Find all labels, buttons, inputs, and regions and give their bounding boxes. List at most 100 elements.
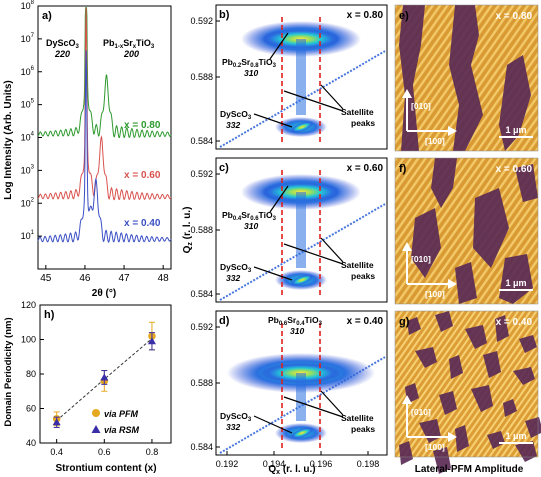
pfm-domain [449, 5, 483, 151]
rsm-satellite-label-2: peaks [351, 271, 375, 281]
rsm-satellite-label: Satellite [341, 413, 374, 423]
rsm-satellite-label-2: peaks [351, 424, 375, 434]
pfm-axis-arrowhead [448, 432, 457, 442]
pfm-frame [394, 4, 539, 152]
per-y-tick-label: 60 [26, 404, 36, 414]
rsm-satellite-label: Satellite [341, 260, 374, 270]
pfm-images: x = 0.80 e) [010] [100] 1 μm x = 0.60 f) [010] [… [394, 4, 541, 475]
xrd-film-hkl: 200 [123, 49, 139, 59]
rsm-y-axis-label: Qz (r. l. u.) [182, 207, 194, 254]
rsm-tail [296, 39, 306, 115]
xrd-curve-label-040: x = 0.40 [124, 218, 161, 229]
rsm-substrate-peak [290, 121, 314, 133]
rsm-tail [296, 373, 306, 421]
rsm-panel-label: d) [219, 315, 230, 327]
xrd-y-tick-label: 105 [21, 99, 35, 110]
xrd-y-tick-label: 106 [21, 66, 35, 77]
pfm-domain [499, 254, 533, 304]
per-x-tick-label: 0.4 [50, 447, 63, 457]
rsm-film-label: Pb0.2Sr0.8TiO3 [222, 57, 277, 69]
rsm-tail [296, 192, 306, 268]
xrd-y-tick-label: 103 [21, 164, 35, 175]
xrd-x-axis-label: 2θ (°) [92, 288, 116, 299]
rsm-y-tick-label: 0.584 [190, 289, 213, 299]
rsm-y-tick-label: 0.592 [190, 169, 213, 179]
pfm-domain [503, 399, 517, 417]
rsm-satellite-arrow [320, 84, 344, 110]
pfm-domain [495, 315, 509, 342]
pfm-domain [483, 351, 501, 378]
pfm-domain [513, 367, 535, 385]
xrd-curve-label-060: x = 0.60 [124, 170, 161, 181]
rsm-film-arrow [269, 32, 289, 60]
pfm-panel-label: e) [399, 10, 409, 22]
rsm-panel-composition: x = 0.60 [347, 163, 384, 174]
panel-label-h: h) [44, 309, 55, 321]
periodicity-plot: 40 60 80 100 120 0.4 0.6 0.8 h) via PFM via RSM… [3, 300, 172, 474]
pfm-domain [431, 158, 457, 208]
pfm-domain [455, 425, 469, 452]
pfm-domain [433, 447, 451, 474]
per-x-tick-label: 0.6 [98, 447, 111, 457]
pfm-axis-label-100: [100] [425, 136, 445, 146]
rsm-satellite-label-2: peaks [351, 118, 375, 128]
xrd-curve-line [37, 7, 172, 201]
per-y-tick-label: 40 [26, 438, 36, 448]
rsm-x-tick-label: 0.192 [216, 459, 239, 469]
pfm-domain [399, 441, 413, 465]
rsm-y-tick-label: 0.592 [190, 16, 213, 26]
pfm-domain [399, 5, 425, 151]
pfm-domain [439, 391, 457, 415]
pfm-domain [525, 417, 541, 438]
rsm-film-hkl: 310 [290, 326, 304, 336]
rsm-satellite-arrow [283, 396, 344, 418]
xrd-y-axis-label: Log Intensity (Arb. Units) [3, 80, 14, 199]
xrd-x-tick-label: 47 [118, 273, 130, 284]
pfm-panel-composition: x = 0.80 [496, 11, 533, 22]
xrd-x-tick-label: 46 [79, 273, 91, 284]
rsm-film-label: Pb0.4Sr0.6TiO3 [222, 210, 277, 222]
pfm-domain [449, 355, 463, 379]
pfm-domain [407, 317, 421, 335]
pfm-axis-arrowhead [448, 126, 457, 136]
legend-rsm-marker [91, 425, 101, 433]
xrd-substrate-label: DyScO3 [46, 38, 80, 50]
rsm-substrate-peak [290, 427, 314, 439]
xrd-y-tick-label: 102 [21, 197, 35, 208]
pfm-scale-label: 1 μm [505, 278, 526, 288]
pfm-scale-label: 1 μm [505, 431, 526, 441]
rsm-satellite-arrow [283, 243, 344, 265]
xrd-curve-line [37, 7, 172, 138]
rsm-panel-label: c) [219, 162, 229, 174]
pfm-axis-label-100: [100] [425, 442, 445, 452]
pfm-image [395, 311, 538, 457]
xrd-y-tick-label: 107 [21, 33, 35, 44]
rsm-y-tick-label: 0.592 [190, 322, 213, 332]
rsm-substrate-label: DyScO3 [220, 262, 252, 274]
rsm-substrate-label: DyScO3 [220, 411, 252, 423]
rsm-x-tick-label: 0.196 [310, 459, 333, 469]
rsm-substrate-peak [290, 274, 314, 286]
pfm-axis-arrowhead [402, 89, 412, 98]
xrd-film-label: Pb1-xSrxTiO3 [103, 38, 155, 50]
pfm-caption: Lateral-PFM Amplitude [415, 464, 524, 475]
legend-pfm-marker [92, 409, 100, 417]
pfm-axis-arrowhead [448, 279, 457, 289]
panel-label-a: a) [42, 10, 52, 22]
rsm-panel-composition: x = 0.80 [347, 10, 384, 21]
per-x-tick-label: 0.8 [146, 447, 159, 457]
pfm-domain [435, 311, 453, 332]
xrd-plot: 101 102 103 104 105 106 107 108 45 46 47 48 a) DyS… [3, 0, 172, 299]
rsm-panel-label: b) [219, 9, 230, 21]
rsm-y-tick-label: 0.584 [190, 442, 213, 452]
rsm-satellite-label: Satellite [341, 107, 374, 117]
pfm-domain [455, 262, 477, 304]
rsm-substrate-arrow [253, 113, 293, 128]
periodicity-y-axis-label: Domain Periodicity (nm) [3, 317, 14, 426]
rsm-panel-composition: x = 0.40 [347, 316, 384, 327]
rsm-film-arrow [269, 185, 289, 213]
rsm-film-label: Pb0.6Sr0.4TiO3 [268, 315, 323, 327]
rsm-substrate-label: DyScO3 [220, 109, 252, 121]
